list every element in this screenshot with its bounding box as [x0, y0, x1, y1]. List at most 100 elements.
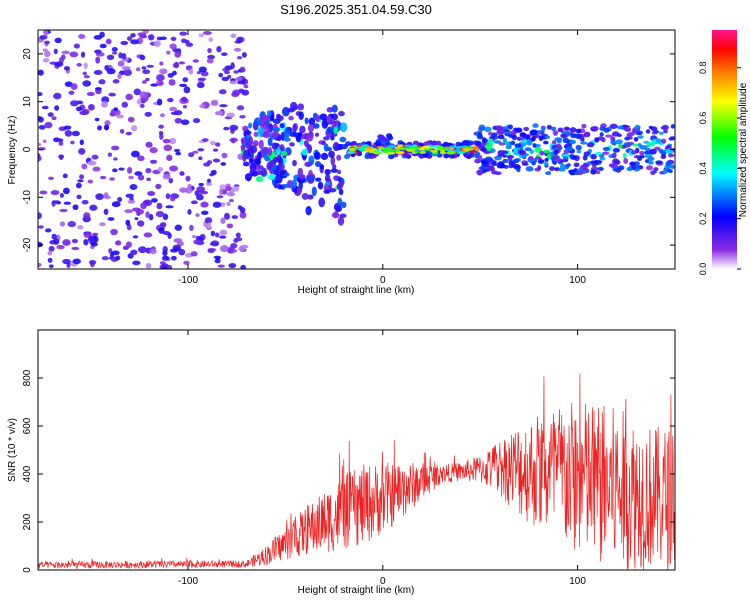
- heatmap-cell: [71, 130, 80, 137]
- heatmap-cell: [639, 155, 645, 159]
- heatmap-cell: [474, 158, 481, 164]
- heatmap-cell: [42, 48, 48, 52]
- heatmap-cell: [580, 141, 588, 145]
- heatmap-cell: [330, 168, 339, 173]
- heatmap-cell: [269, 114, 275, 122]
- heatmap-cell: [147, 191, 156, 196]
- heatmap-cell: [82, 80, 92, 87]
- heatmap-cell: [298, 173, 306, 180]
- heatmap-cell: [99, 222, 106, 227]
- heatmap-cell: [242, 152, 247, 162]
- heatmap-cell: [38, 69, 44, 76]
- heatmap-cell: [145, 141, 153, 148]
- heatmap-cell: [219, 184, 227, 189]
- snr-series-line: [38, 373, 675, 570]
- heatmap-cell: [113, 157, 118, 161]
- heatmap-cell: [54, 37, 62, 44]
- heatmap-cell: [170, 36, 177, 42]
- spectrogram-heatmap: [38, 30, 675, 269]
- heatmap-cell: [403, 153, 410, 159]
- heatmap-cell: [209, 173, 215, 177]
- heatmap-cell: [226, 223, 234, 229]
- heatmap-cell: [236, 105, 245, 111]
- heatmap-cell: [38, 116, 44, 123]
- heatmap-cell: [374, 141, 381, 147]
- heatmap-cell: [233, 70, 239, 74]
- heatmap-cell: [53, 48, 58, 55]
- heatmap-cell: [79, 139, 84, 146]
- heatmap-cell: [179, 83, 188, 88]
- heatmap-cell: [240, 144, 246, 151]
- heatmap-cell: [241, 89, 250, 96]
- heatmap-cell: [656, 138, 662, 144]
- heatmap-cell: [111, 47, 118, 52]
- heatmap-cell: [198, 182, 204, 187]
- heatmap-cell: [70, 83, 78, 91]
- heatmap-cell: [140, 202, 147, 210]
- heatmap-cell: [605, 134, 613, 138]
- heatmap-cell: [83, 75, 90, 79]
- heatmap-cell: [462, 140, 469, 146]
- heatmap-cell: [229, 80, 237, 85]
- heatmap-cell: [192, 118, 201, 124]
- heatmap-cell: [491, 170, 498, 175]
- heatmap-cell: [63, 201, 72, 205]
- colorbar-tick-label: 0.6: [698, 112, 708, 125]
- heatmap-cell: [442, 142, 449, 148]
- heatmap-cell: [544, 135, 551, 140]
- heatmap-cell: [193, 239, 201, 245]
- heatmap-cell: [503, 129, 511, 133]
- heatmap-cell: [339, 122, 348, 133]
- heatmap-cell: [38, 155, 42, 162]
- heatmap-cell: [328, 188, 337, 193]
- heatmap-cell: [669, 136, 675, 140]
- heatmap-cell: [531, 136, 536, 142]
- heatmap-cell: [283, 128, 291, 139]
- x-tick-label: 0: [380, 275, 386, 286]
- heatmap-cell: [257, 126, 265, 136]
- heatmap-cell: [301, 192, 309, 200]
- heatmap-cell: [53, 92, 62, 100]
- heatmap-cell: [92, 232, 99, 236]
- heatmap-cell: [662, 168, 668, 175]
- heatmap-cell: [226, 201, 231, 207]
- heatmap-cell: [73, 43, 80, 49]
- heatmap-cell: [44, 40, 50, 45]
- heatmap-cell: [389, 148, 397, 152]
- heatmap-cell: [145, 77, 150, 82]
- heatmap-cell: [564, 163, 570, 170]
- heatmap-cell: [83, 212, 91, 219]
- heatmap-cell: [648, 125, 653, 130]
- heatmap-cell: [209, 140, 217, 146]
- snr-y-axis-label: SNR (10 * v/v): [7, 418, 18, 482]
- heatmap-cell: [262, 131, 271, 139]
- heatmap-cell: [612, 158, 620, 164]
- heatmap-cell: [305, 206, 312, 216]
- heatmap-cell: [483, 126, 492, 133]
- snr-panel: -100 0 100 0 200 400 600 800 Height of straight…: [7, 329, 676, 596]
- heatmap-cell: [505, 145, 512, 150]
- heatmap-cell: [129, 183, 138, 191]
- heatmap-cell: [47, 112, 54, 117]
- heatmap-cell: [70, 140, 75, 145]
- heatmap-cell: [554, 158, 563, 163]
- heatmap-cell: [207, 48, 212, 54]
- heatmap-cell: [242, 161, 250, 167]
- heatmap-cell: [110, 228, 118, 236]
- heatmap-cell: [139, 91, 148, 99]
- colorbar-ticks: 0.0 0.2 0.4 0.6 0.8: [698, 61, 741, 275]
- heatmap-cell: [145, 211, 150, 219]
- heatmap-cell: [525, 134, 530, 140]
- heatmap-cell: [586, 142, 595, 148]
- heatmap-cell: [90, 242, 98, 247]
- heatmap-cell: [541, 126, 546, 132]
- heatmap-cell: [107, 152, 113, 157]
- heatmap-cell: [159, 68, 168, 75]
- heatmap-cell: [219, 188, 224, 196]
- heatmap-cell: [219, 235, 227, 239]
- heatmap-cell: [260, 167, 267, 177]
- heatmap-cell: [162, 213, 169, 221]
- snr-x-axis-label: Height of straight line (km): [298, 585, 415, 596]
- heatmap-cell: [645, 165, 654, 171]
